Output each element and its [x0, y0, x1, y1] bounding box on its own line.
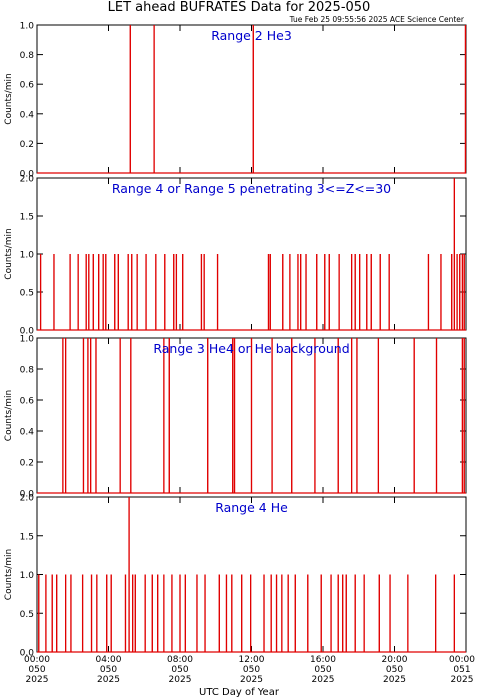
x-tick-label: 2025	[383, 675, 406, 685]
x-tick-label: 08:00	[167, 655, 193, 665]
y-tick-label: 0.2	[20, 459, 34, 469]
panel-title: Range 2 He3	[211, 28, 292, 43]
panel-title: Range 4 He	[215, 500, 288, 515]
y-axis-label: Counts/min	[4, 549, 14, 600]
y-tick-label: 1.0	[20, 251, 35, 261]
x-tick-label: 2025	[97, 675, 120, 685]
y-tick-label: 0.5	[20, 610, 34, 620]
y-tick-label: 0.6	[20, 397, 35, 407]
y-tick-label: 0.0	[20, 170, 35, 180]
y-axis-label: Counts/min	[4, 390, 14, 441]
y-tick-label: 0.0	[20, 327, 35, 337]
y-tick-label: 1.5	[20, 532, 34, 542]
y-tick-label: 0.5	[20, 289, 34, 299]
x-tick-label: 2025	[169, 675, 192, 685]
x-tick-label: 2025	[312, 675, 335, 685]
series-line	[37, 178, 466, 331]
chart-title: LET ahead BUFRATES Data for 2025-050	[108, 0, 371, 15]
x-axis: 00:00050202504:00050202508:00050202512:0…	[24, 655, 475, 685]
panel-frame	[36, 177, 467, 331]
x-tick-label: 050	[171, 665, 188, 675]
series-line	[37, 497, 466, 653]
timestamp-label: Tue Feb 25 09:55:56 2025 ACE Science Cen…	[289, 15, 465, 24]
y-axis-label: Counts/min	[4, 228, 14, 279]
y-tick-label: 1.0	[20, 335, 35, 345]
panel-title: Range 4 or Range 5 penetrating 3<=Z<=30	[112, 181, 391, 196]
y-tick-label: 0.6	[20, 81, 35, 91]
x-tick-label: 12:00	[239, 655, 265, 665]
x-tick-label: 2025	[240, 675, 263, 685]
y-tick-label: 2.0	[20, 494, 35, 504]
y-axis-label: Counts/min	[4, 73, 14, 124]
y-tick-label: 0.0	[20, 649, 35, 659]
x-tick-label: 2025	[451, 675, 474, 685]
y-tick-label: 0.4	[20, 428, 35, 438]
x-tick-label: 050	[100, 665, 117, 675]
panel-3: 0.0 0.2 0.4 0.6 0.8 1.0 Range 3 He4 or He back…	[4, 335, 467, 500]
x-tick-label: 00:00	[24, 655, 50, 665]
y-tick-label: 0.0	[20, 490, 35, 500]
y-tick-label: 1.5	[20, 213, 34, 223]
series-line	[37, 338, 466, 494]
panel-4: 0.0 0.5 1.0 1.5 2.0 Range 4 He Counts/min	[4, 494, 467, 659]
y-tick-label: 1.0	[20, 22, 35, 32]
y-tick-label: 0.4	[20, 110, 35, 120]
x-tick-label: 050	[28, 665, 45, 675]
x-tick-label: 04:00	[96, 655, 122, 665]
x-tick-label: 2025	[26, 675, 49, 685]
series-line	[37, 25, 467, 174]
x-tick-label: 16:00	[310, 655, 336, 665]
panel-title: Range 3 He4 or He background	[153, 341, 349, 356]
panel-frame	[36, 24, 467, 174]
x-tick-label: 050	[243, 665, 260, 675]
x-tick-label: 051	[453, 665, 470, 675]
y-tick-label: 0.8	[20, 366, 35, 376]
x-tick-label: 00:00	[449, 655, 475, 665]
panel-1: 0.0 0.2 0.4 0.6 0.8 1.0 Range 2 He3 Counts/min	[4, 22, 467, 180]
y-tick-label: 0.2	[20, 140, 34, 150]
y-tick-label: 1.0	[20, 571, 35, 581]
panel-frame	[36, 496, 467, 653]
panel-2: 0.0 0.5 1.0 1.5 2.0 Range 4 or Range 5 penetr…	[4, 175, 467, 337]
x-tick-label: 050	[386, 665, 403, 675]
x-tick-label: 050	[314, 665, 331, 675]
x-axis-label: UTC Day of Year	[199, 687, 280, 698]
y-tick-label: 0.8	[20, 51, 35, 61]
x-tick-label: 20:00	[382, 655, 408, 665]
y-tick-label: 2.0	[20, 175, 35, 185]
